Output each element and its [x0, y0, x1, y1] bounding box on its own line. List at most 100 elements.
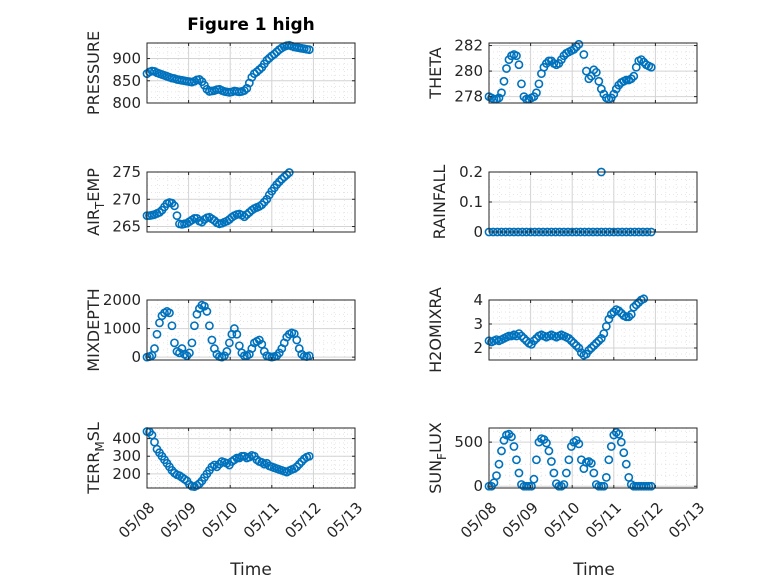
data-point — [514, 468, 524, 478]
data-point — [624, 312, 634, 322]
data-point — [294, 459, 304, 469]
data-point — [165, 308, 174, 318]
x-tick-label: 05/11 — [240, 499, 283, 542]
y-tick-label: 4 — [473, 291, 483, 309]
data-point — [239, 86, 249, 95]
data-point — [604, 455, 614, 465]
data-point — [574, 439, 584, 449]
data-point — [239, 212, 249, 222]
data-point — [631, 300, 641, 310]
data-point — [519, 333, 529, 343]
y-tick-label: 0.1 — [459, 193, 483, 211]
axes-background — [489, 428, 697, 488]
data-point — [155, 207, 164, 217]
y-axis-label: H2OMIXRA — [426, 287, 445, 373]
data-point — [549, 468, 559, 478]
data-point — [596, 84, 606, 94]
data-point — [207, 335, 217, 345]
data-point — [150, 344, 159, 353]
x-tick-label: 05/12 — [623, 499, 666, 542]
data-point — [586, 458, 596, 468]
data-point — [232, 329, 242, 339]
data-point — [187, 338, 197, 348]
data-series — [142, 168, 294, 229]
data-series — [142, 40, 314, 97]
data-point — [529, 336, 539, 346]
data-point — [561, 468, 571, 478]
axes-box — [146, 427, 356, 489]
data-point — [494, 93, 504, 103]
data-point — [614, 306, 624, 316]
data-point — [284, 168, 294, 177]
data-point — [254, 335, 264, 345]
data-point — [584, 345, 594, 355]
data-point — [492, 471, 501, 481]
data-point — [594, 336, 604, 346]
data-point — [175, 348, 184, 358]
x-tick-label: 05/11 — [582, 499, 625, 542]
data-point — [601, 473, 611, 482]
y-axis-label: MIXDEPTH — [84, 288, 103, 371]
data-point — [574, 343, 584, 353]
x-tick-label: 05/10 — [198, 499, 241, 542]
data-point — [497, 446, 506, 456]
data-point — [502, 64, 511, 73]
y-axis-label: RAINFALL — [430, 165, 449, 240]
data-point — [222, 347, 232, 356]
subplot-3: 265 270 275 AIRTEMP — [84, 163, 356, 236]
y-tick-label: 2000 — [103, 291, 141, 309]
data-point — [497, 88, 506, 98]
data-point — [517, 79, 526, 89]
data-point — [599, 481, 609, 491]
data-point — [629, 71, 639, 81]
data-point — [594, 76, 604, 86]
y-tick-label: 800 — [112, 94, 141, 112]
y-tick-label: 0 — [473, 223, 483, 241]
data-point — [170, 338, 179, 348]
axes-box — [488, 299, 698, 361]
y-tick-label: 0.2 — [459, 163, 483, 181]
data-point — [566, 336, 576, 346]
data-point — [532, 88, 541, 98]
data-point — [589, 468, 599, 478]
data-point — [185, 348, 194, 358]
axes-box — [146, 299, 356, 361]
data-point — [509, 442, 519, 451]
data-point — [571, 341, 581, 350]
data-point — [569, 338, 579, 348]
data-point — [172, 211, 182, 221]
data-point — [252, 67, 262, 77]
data-point — [616, 437, 626, 447]
data-point — [269, 49, 279, 59]
data-point — [262, 55, 272, 65]
y-axis-label: TERRMSL — [84, 422, 107, 495]
data-point — [564, 333, 574, 343]
data-point — [586, 343, 596, 353]
y-tick-label: 282 — [454, 37, 483, 55]
data-point — [219, 351, 229, 361]
data-point — [242, 210, 252, 219]
axes-box — [146, 171, 356, 233]
data-point — [279, 172, 289, 182]
data-point — [589, 341, 599, 350]
y-tick-label: 500 — [454, 433, 483, 451]
y-tick-label: 3 — [473, 315, 483, 333]
data-point — [152, 329, 162, 339]
x-tick-label: 05/13 — [323, 499, 366, 542]
data-point — [274, 348, 284, 358]
axes-box — [488, 427, 698, 489]
data-series — [484, 428, 656, 491]
data-point — [514, 329, 524, 338]
y-tick-label: 1000 — [103, 320, 141, 338]
subplot-2: 278 280 282 THETA — [426, 37, 698, 106]
data-point — [254, 65, 264, 75]
axes-box — [146, 42, 356, 104]
data-point — [512, 51, 521, 61]
data-point — [584, 74, 594, 84]
data-point — [292, 462, 302, 472]
y-tick-label: 0 — [131, 348, 141, 366]
data-point — [646, 481, 656, 491]
y-axis-label: THETA — [426, 47, 445, 99]
data-point — [195, 479, 204, 488]
